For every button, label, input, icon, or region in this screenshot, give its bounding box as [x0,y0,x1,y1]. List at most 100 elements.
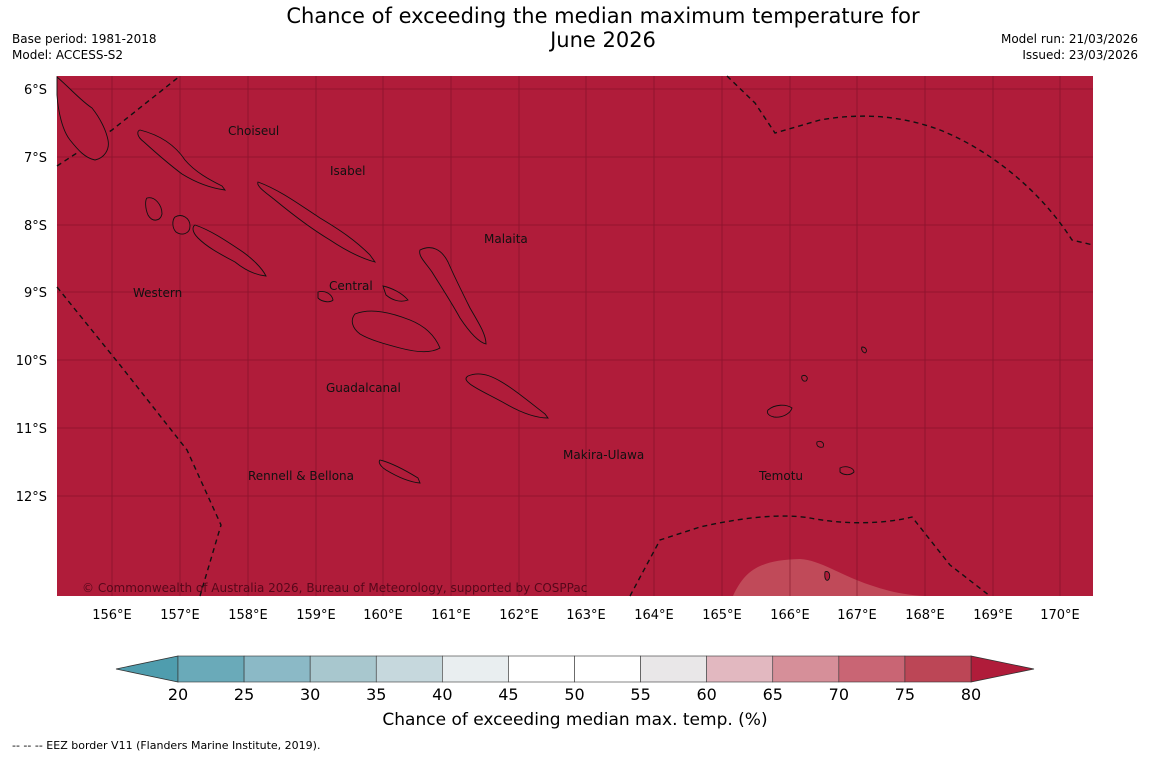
island-guadalcanal [351,310,441,353]
colorbar-segment [904,655,972,683]
longitude-labels: 156°E 157°E 158°E 159°E 160°E 161°E 162°… [92,608,1080,623]
colorbar-over-arrow [970,655,1035,683]
lon-label-156e: 156°E [92,608,132,623]
colorbar-tick-label: 55 [630,685,650,704]
lon-label-170e: 170°E [1040,608,1080,623]
region-label-malaita: Malaita [484,232,528,246]
colorbar-tick-label: 20 [168,685,188,704]
map-area [57,76,1093,596]
colorbar-segment [177,655,245,683]
lon-label-159e: 159°E [296,608,336,623]
issued-date: Issued: 23/03/2026 [1022,48,1138,62]
colorbar-tick-label: 25 [234,685,254,704]
colorbar-tick-label: 50 [564,685,584,704]
colorbar-segment [706,655,774,683]
meta-right: Model run: 21/03/2026 Issued: 23/03/2026 [1001,31,1138,63]
colorbar-segment [442,655,509,683]
lat-label-7s: 7°S [24,151,47,166]
island-new-georgia [192,224,267,277]
colorbar-segment [508,655,575,683]
eez-border-northwest [56,75,181,167]
colorbar-segment [838,655,906,683]
eez-border-south [629,515,991,597]
colorbar-tick-label: 75 [895,685,915,704]
colorbar-segment [309,655,377,683]
lon-label-169e: 169°E [973,608,1013,623]
eez-border-northeast [726,75,1094,246]
island-santa-isabel [257,181,377,263]
lighter-patch [733,559,930,596]
lon-label-162e: 162°E [499,608,539,623]
region-label-makira-ulawa: Makira-Ulawa [563,448,644,462]
lon-label-167e: 167°E [837,608,877,623]
lon-label-163e: 163°E [566,608,606,623]
region-label-central: Central [329,279,373,293]
lat-label-6s: 6°S [24,83,47,98]
base-period: Base period: 1981-2018 [12,32,157,46]
colorbar-tick-label: 65 [763,685,783,704]
lon-label-160e: 160°E [363,608,403,623]
island-choiseul [137,129,227,191]
eez-borders [56,75,1094,597]
island-tikopia [824,571,831,581]
island-russell [382,285,409,302]
island-vanikoro [839,466,855,476]
title-line-1: Chance of exceeding the median maximum t… [286,4,920,28]
island-florida [317,291,334,303]
region-label-guadalcanal: Guadalcanal [326,381,401,395]
model-run: Model run: 21/03/2026 [1000,32,1138,46]
colorbar-segment [640,655,707,683]
meta-left: Base period: 1981-2018 Model: ACCESS-S2 [12,31,157,63]
colorbar: 20 25 30 35 40 45 50 55 60 65 70 75 80 [115,655,1035,704]
region-label-rennell-bellona: Rennell & Bellona [248,469,354,483]
colorbar-segment [243,655,311,683]
island-rennell [378,459,421,484]
lon-label-158e: 158°E [228,608,268,623]
copyright-text: © Commonwealth of Australia 2026, Bureau… [82,581,587,595]
lat-label-12s: 12°S [16,490,47,505]
island-reef-islands [801,375,808,382]
lat-label-9s: 9°S [24,286,47,301]
chart-title: Chance of exceeding the median maximum t… [253,4,953,52]
region-label-temotu: Temotu [758,469,803,483]
colorbar-tick-label: 30 [300,685,320,704]
eez-border-west [56,286,222,597]
colorbar-under-arrow [115,655,179,683]
island-kolombangara [145,197,163,221]
region-labels: Choiseul Isabel Malaita Western Central … [133,124,803,483]
latitude-labels: 6°S 7°S 8°S 9°S 10°S 11°S 12°S [16,83,47,505]
lon-label-164e: 164°E [634,608,674,623]
island-vella-lavella [172,215,191,235]
lon-label-165e: 165°E [702,608,742,623]
island-santa-cruz [766,404,793,418]
island-utupua [816,440,824,448]
region-label-western: Western [133,286,182,300]
island-sikaiana [861,346,867,354]
colorbar-tick-label: 35 [366,685,386,704]
region-label-choiseul: Choiseul [228,124,279,138]
colorbar-segment [375,655,443,683]
colorbar-tick-label: 80 [961,685,981,704]
colorbar-label: Chance of exceeding median max. temp. (%… [382,710,768,730]
lon-label-161e: 161°E [431,608,471,623]
region-label-isabel: Isabel [330,164,365,178]
colorbar-tick-label: 70 [829,685,849,704]
title-line-2: June 2026 [550,28,656,52]
lon-label-168e: 168°E [905,608,945,623]
lat-label-10s: 10°S [16,354,47,369]
island-bougainville [56,76,109,161]
colorbar-tick-label: 45 [498,685,518,704]
colorbar-segment [772,655,840,683]
colorbar-tick-label: 40 [432,685,452,704]
model-name: Model: ACCESS-S2 [12,48,124,62]
footnote: -- -- -- EEZ border V11 (Flanders Marine… [12,739,321,752]
lon-label-157e: 157°E [160,608,200,623]
colorbar-tick-label: 60 [696,685,716,704]
colorbar-segment [574,655,641,683]
island-malaita [419,247,487,345]
lon-label-166e: 166°E [770,608,810,623]
islands [56,76,867,581]
lat-label-8s: 8°S [24,219,47,234]
island-makira [465,373,549,419]
